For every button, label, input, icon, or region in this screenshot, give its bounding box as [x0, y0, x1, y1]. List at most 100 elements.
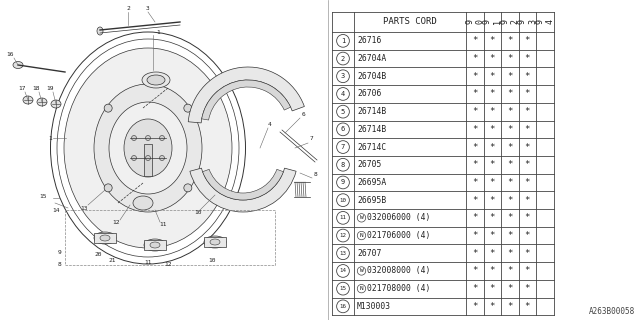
Text: *: *	[507, 196, 513, 205]
Ellipse shape	[94, 232, 116, 244]
Circle shape	[104, 184, 112, 192]
Circle shape	[184, 184, 192, 192]
Text: 10: 10	[195, 211, 202, 215]
Circle shape	[131, 156, 136, 161]
Ellipse shape	[13, 61, 23, 68]
Ellipse shape	[144, 239, 166, 251]
Text: *: *	[507, 213, 513, 222]
Text: *: *	[472, 125, 477, 134]
Text: *: *	[472, 72, 477, 81]
Text: 032008000 (4): 032008000 (4)	[367, 267, 430, 276]
Ellipse shape	[124, 119, 172, 177]
FancyBboxPatch shape	[2, 4, 324, 318]
Text: *: *	[472, 107, 477, 116]
Circle shape	[104, 104, 112, 112]
Text: *: *	[507, 125, 513, 134]
Text: 12: 12	[164, 262, 172, 268]
Text: 021708000 (4): 021708000 (4)	[367, 284, 430, 293]
Text: 9
1: 9 1	[483, 20, 502, 25]
Wedge shape	[202, 80, 291, 120]
Text: 26704A: 26704A	[357, 54, 387, 63]
Text: 6: 6	[301, 111, 305, 116]
Text: 3: 3	[146, 5, 150, 11]
Text: *: *	[490, 284, 495, 293]
Text: 14: 14	[339, 268, 346, 274]
Text: *: *	[490, 54, 495, 63]
Text: 12: 12	[339, 233, 346, 238]
Text: W: W	[360, 215, 364, 220]
Text: 26707: 26707	[357, 249, 381, 258]
Text: *: *	[472, 54, 477, 63]
Text: *: *	[525, 54, 530, 63]
Text: *: *	[525, 196, 530, 205]
Text: *: *	[507, 90, 513, 99]
Text: 021706000 (4): 021706000 (4)	[367, 231, 430, 240]
Ellipse shape	[133, 196, 153, 210]
Text: 14: 14	[52, 207, 60, 212]
Text: 26695B: 26695B	[357, 196, 387, 205]
Text: *: *	[490, 249, 495, 258]
Text: 8: 8	[58, 262, 62, 268]
Text: *: *	[490, 196, 495, 205]
Text: 26714C: 26714C	[357, 142, 387, 152]
Text: 26704B: 26704B	[357, 72, 387, 81]
Text: *: *	[490, 178, 495, 187]
Text: *: *	[507, 160, 513, 169]
Text: 10: 10	[208, 258, 216, 262]
Text: *: *	[490, 302, 495, 311]
Text: *: *	[525, 142, 530, 152]
Text: 26716: 26716	[357, 36, 381, 45]
Text: *: *	[507, 178, 513, 187]
Text: *: *	[507, 302, 513, 311]
Text: *: *	[525, 160, 530, 169]
Ellipse shape	[97, 27, 103, 35]
Text: 6: 6	[341, 126, 345, 132]
Text: *: *	[472, 90, 477, 99]
FancyBboxPatch shape	[94, 233, 116, 243]
Text: PARTS CORD: PARTS CORD	[383, 18, 437, 27]
Ellipse shape	[57, 39, 239, 257]
Text: *: *	[472, 196, 477, 205]
Text: *: *	[525, 213, 530, 222]
Text: *: *	[507, 36, 513, 45]
Text: 12: 12	[112, 220, 120, 226]
Text: 9: 9	[58, 250, 62, 254]
Wedge shape	[203, 169, 284, 200]
Text: *: *	[472, 178, 477, 187]
Text: 9
0: 9 0	[465, 20, 484, 25]
Text: *: *	[472, 213, 477, 222]
Text: 10: 10	[339, 198, 346, 203]
Text: 032006000 (4): 032006000 (4)	[367, 213, 430, 222]
Text: *: *	[507, 142, 513, 152]
Text: 8: 8	[341, 162, 345, 168]
Text: *: *	[490, 90, 495, 99]
Text: *: *	[490, 267, 495, 276]
Text: *: *	[525, 107, 530, 116]
Circle shape	[145, 156, 150, 161]
Text: 26714B: 26714B	[357, 125, 387, 134]
Text: 5: 5	[341, 109, 345, 115]
Text: 2: 2	[341, 56, 345, 61]
Text: 26714B: 26714B	[357, 107, 387, 116]
Text: *: *	[507, 72, 513, 81]
FancyBboxPatch shape	[144, 240, 166, 250]
Text: 7: 7	[341, 144, 345, 150]
Text: *: *	[472, 284, 477, 293]
Text: *: *	[525, 302, 530, 311]
FancyBboxPatch shape	[204, 237, 226, 247]
Text: 18: 18	[32, 85, 40, 91]
Text: 1: 1	[48, 135, 52, 140]
Text: A263B00058: A263B00058	[589, 307, 635, 316]
Circle shape	[131, 135, 136, 140]
Text: 13: 13	[339, 251, 346, 256]
Text: 11: 11	[339, 215, 346, 220]
Text: *: *	[525, 72, 530, 81]
Text: 17: 17	[19, 85, 26, 91]
Text: *: *	[490, 213, 495, 222]
Text: W: W	[360, 268, 364, 274]
Text: 11: 11	[144, 260, 152, 265]
Text: 26705: 26705	[357, 160, 381, 169]
Text: *: *	[472, 142, 477, 152]
Text: *: *	[507, 107, 513, 116]
Text: 16: 16	[339, 304, 346, 309]
